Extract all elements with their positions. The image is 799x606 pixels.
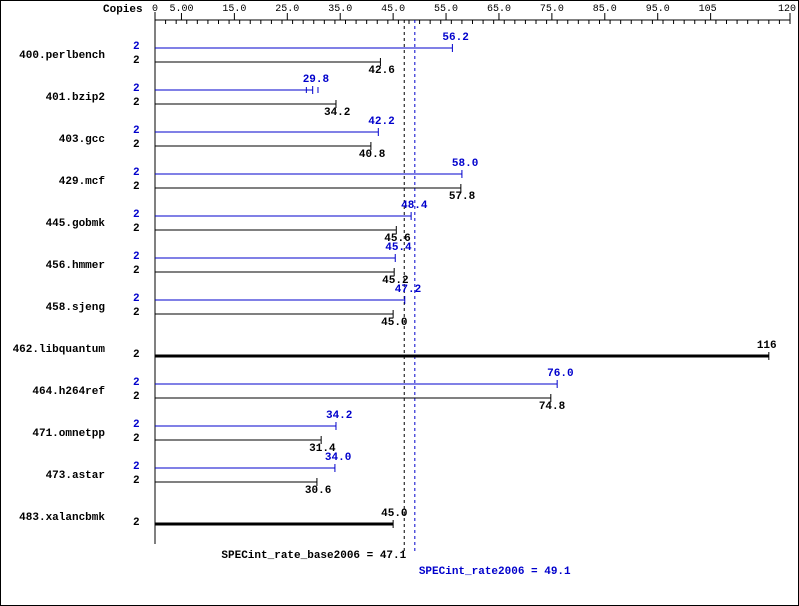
peak-value: 58.0 [452, 158, 478, 170]
benchmark-name: 462.libquantum [13, 344, 105, 356]
copies-peak: 2 [133, 209, 140, 221]
spec-rate-chart: 0 5.00 15.0 25.0 35.0 45.0 55.0 65.0 75.0 85.0 95.… [0, 0, 799, 606]
x-tick-label: 0 [152, 4, 158, 15]
benchmark-name: 458.sjeng [46, 302, 105, 314]
copies-peak: 2 [133, 461, 140, 473]
peak-value: 34.2 [326, 410, 352, 422]
benchmark-name: 483.xalancbmk [19, 512, 105, 524]
copies-peak: 2 [133, 377, 140, 389]
x-tick-label: 55.0 [434, 4, 458, 15]
benchmark-name: 401.bzip2 [46, 92, 105, 104]
x-tick-label: 35.0 [328, 4, 352, 15]
copies-base: 2 [133, 55, 140, 67]
copies-peak: 2 [133, 293, 140, 305]
benchmark-name: 456.hmmer [46, 260, 105, 272]
footer-peak-score: SPECint_rate2006 = 49.1 [419, 566, 571, 578]
base-value: 116 [757, 340, 777, 352]
copies-base: 2 [133, 223, 140, 235]
x-tick-label: 120 [778, 4, 796, 15]
copies-peak: 2 [133, 167, 140, 179]
x-tick-label: 105 [699, 4, 717, 15]
copies-base: 2 [133, 265, 140, 277]
peak-value: 56.2 [442, 32, 468, 44]
copies-base: 2 [133, 139, 140, 151]
footer-base-score: SPECint_rate_base2006 = 47.1 [221, 550, 406, 562]
copies-base: 2 [133, 97, 140, 109]
peak-value: 76.0 [547, 368, 573, 380]
copies-base: 2 [133, 433, 140, 445]
peak-value: 42.2 [368, 116, 394, 128]
copies-peak: 2 [133, 419, 140, 431]
base-value: 45.0 [381, 317, 407, 329]
x-tick-label: 85.0 [593, 4, 617, 15]
base-value: 57.8 [449, 191, 475, 203]
copies-peak: 2 [133, 83, 140, 95]
benchmark-name: 464.h264ref [32, 386, 105, 398]
peak-value: 29.8 [303, 74, 329, 86]
x-tick-label: 45.0 [381, 4, 405, 15]
benchmark-name: 400.perlbench [19, 50, 105, 62]
copies-base: 2 [133, 475, 140, 487]
copies-base: 2 [133, 391, 140, 403]
peak-value: 47.2 [395, 284, 421, 296]
benchmark-name: 429.mcf [59, 176, 105, 188]
copies-peak: 2 [133, 125, 140, 137]
copies-header: Copies [103, 4, 143, 16]
base-value: 40.8 [359, 149, 385, 161]
copies-base: 2 [133, 517, 140, 529]
x-tick-label: 25.0 [275, 4, 299, 15]
peak-value: 34.0 [325, 452, 351, 464]
copies-peak: 2 [133, 41, 140, 53]
base-value: 74.8 [539, 401, 565, 413]
base-value: 34.2 [324, 107, 350, 119]
x-tick-label: 5.00 [169, 4, 193, 15]
x-tick-label: 65.0 [487, 4, 511, 15]
x-tick-label: 75.0 [540, 4, 564, 15]
copies-peak: 2 [133, 251, 140, 263]
benchmark-name: 471.omnetpp [32, 428, 105, 440]
base-value: 45.0 [381, 508, 407, 520]
base-value: 42.6 [368, 65, 394, 77]
x-tick-label: 95.0 [646, 4, 670, 15]
benchmark-name: 445.gobmk [46, 218, 105, 230]
copies-base: 2 [133, 349, 140, 361]
copies-base: 2 [133, 181, 140, 193]
x-tick-label: 15.0 [222, 4, 246, 15]
base-value: 30.6 [305, 485, 331, 497]
peak-value: 45.4 [385, 242, 411, 254]
benchmark-name: 403.gcc [59, 134, 105, 146]
copies-base: 2 [133, 307, 140, 319]
peak-value: 48.4 [401, 200, 427, 212]
benchmark-name: 473.astar [46, 470, 105, 482]
